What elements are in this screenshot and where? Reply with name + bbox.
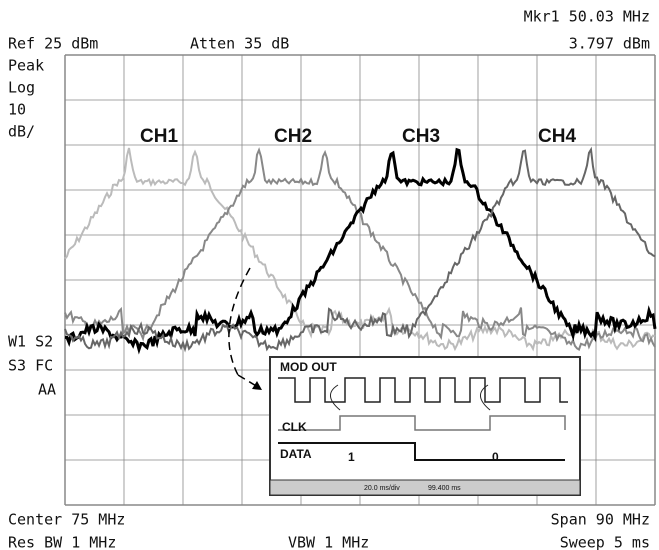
- scope-inset: MOD OUT CLK DATA 1 0 20.0 ms/div 99.400 …: [270, 357, 580, 495]
- inset-label: CLK: [282, 420, 307, 434]
- center-freq: Center 75 MHz: [8, 511, 125, 529]
- inset-position: 99.400 ms: [428, 485, 461, 492]
- inset-label: 0: [492, 450, 499, 464]
- channel-label: CH4: [538, 126, 576, 147]
- span: Span 90 MHz: [551, 511, 650, 529]
- scale-label: Log: [8, 79, 35, 97]
- inset-timebase: 20.0 ms/div: [364, 485, 400, 492]
- marker-level: 3.797 dBm: [569, 35, 650, 53]
- inset-label: MOD OUT: [280, 360, 337, 374]
- sweep: Sweep 5 ms: [560, 534, 650, 550]
- side-label: S3 FC: [8, 357, 53, 375]
- inset-label: DATA: [280, 447, 312, 461]
- side-label: AA: [38, 381, 56, 399]
- channel-label: CH1: [140, 126, 178, 147]
- inset-toolbar: [270, 480, 580, 495]
- ref-level: Ref 25 dBm: [8, 35, 98, 53]
- analyzer-screen: Mkr1 50.03 MHz Ref 25 dBm Atten 35 dB 3.…: [0, 0, 659, 550]
- channel-label: CH2: [274, 126, 312, 147]
- marker-freq: Mkr1 50.03 MHz: [524, 8, 650, 26]
- attenuation: Atten 35 dB: [190, 35, 289, 53]
- inset-label: 1: [348, 450, 355, 464]
- scale-label: 10: [8, 101, 26, 119]
- channel-label: CH3: [402, 126, 440, 147]
- side-label: W1 S2: [8, 333, 53, 351]
- vbw: VBW 1 MHz: [288, 534, 369, 550]
- res-bw: Res BW 1 MHz: [8, 534, 116, 550]
- scale-label: Peak: [8, 57, 44, 75]
- scale-label: dB/: [8, 123, 35, 141]
